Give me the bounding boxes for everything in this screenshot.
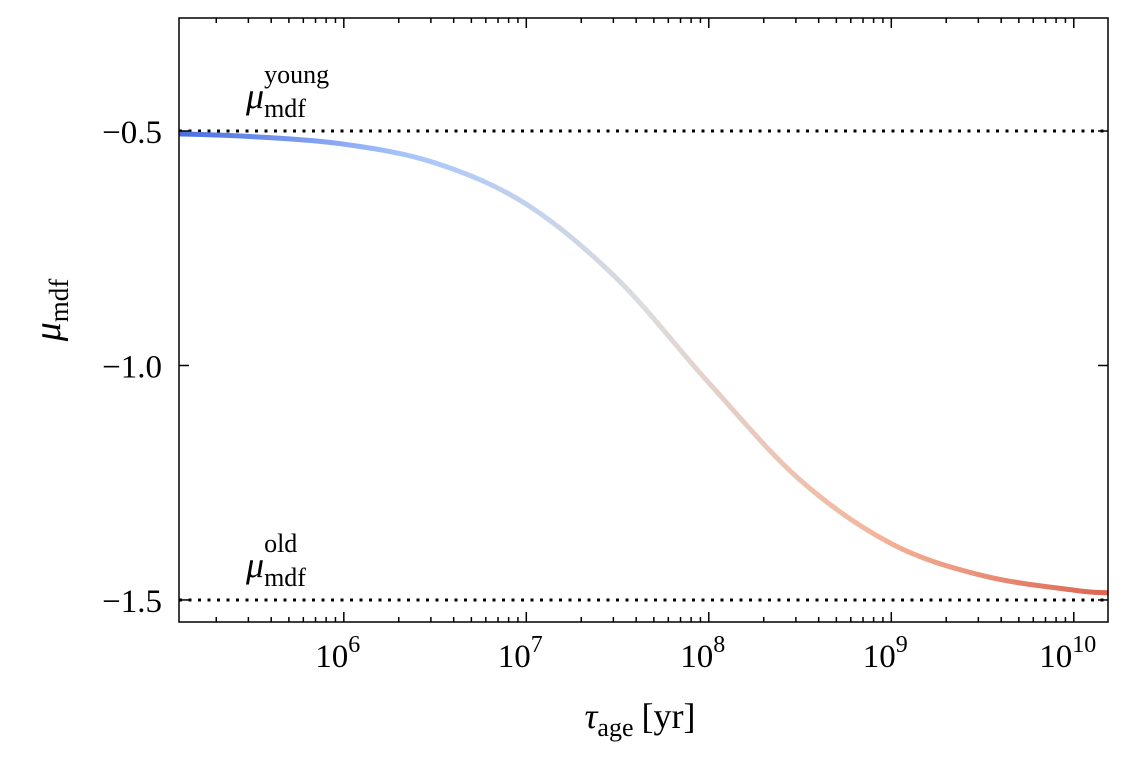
- y-tick-label: −1.5: [102, 584, 162, 620]
- x-tick-base: 10: [1039, 639, 1072, 675]
- x-tick-base: 10: [498, 639, 531, 675]
- subscript: mdf: [264, 94, 306, 123]
- symbol: μ: [27, 322, 69, 342]
- x-tick-exponent: 8: [713, 632, 725, 658]
- reference-label: μyoung mdf: [245, 60, 329, 123]
- x-tick-label: 109: [863, 632, 908, 675]
- x-tick-label: 107: [498, 632, 543, 675]
- subscript: age: [597, 713, 633, 742]
- unit: [yr]: [642, 696, 696, 736]
- symbol: μ: [245, 76, 264, 116]
- y-tick-label: −1.0: [102, 349, 162, 385]
- subscript: mdf: [264, 563, 306, 592]
- superscript: young: [264, 60, 329, 89]
- superscript: old: [264, 529, 297, 558]
- x-axis-label: τage [yr]: [585, 696, 696, 742]
- x-tick-base: 10: [863, 639, 896, 675]
- x-tick-label: 1010: [1039, 632, 1096, 675]
- x-tick-base: 10: [680, 639, 713, 675]
- y-axis-label: μmdf: [27, 279, 74, 343]
- symbol: τ: [585, 696, 599, 736]
- x-tick-exponent: 6: [348, 632, 360, 658]
- x-tick-base: 10: [315, 639, 348, 675]
- x-tick-exponent: 10: [1072, 632, 1096, 658]
- x-tick-exponent: 9: [896, 632, 908, 658]
- symbol: μ: [245, 545, 264, 585]
- x-tick-label: 108: [680, 632, 725, 675]
- curve: [178, 131, 1109, 596]
- reference-label: μold mdf: [245, 529, 306, 592]
- plot-frame: [178, 17, 1109, 623]
- x-tick-exponent: 7: [531, 632, 543, 658]
- subscript: mdf: [44, 279, 74, 323]
- y-tick-label: −0.5: [102, 115, 162, 151]
- x-tick-label: 106: [315, 632, 360, 675]
